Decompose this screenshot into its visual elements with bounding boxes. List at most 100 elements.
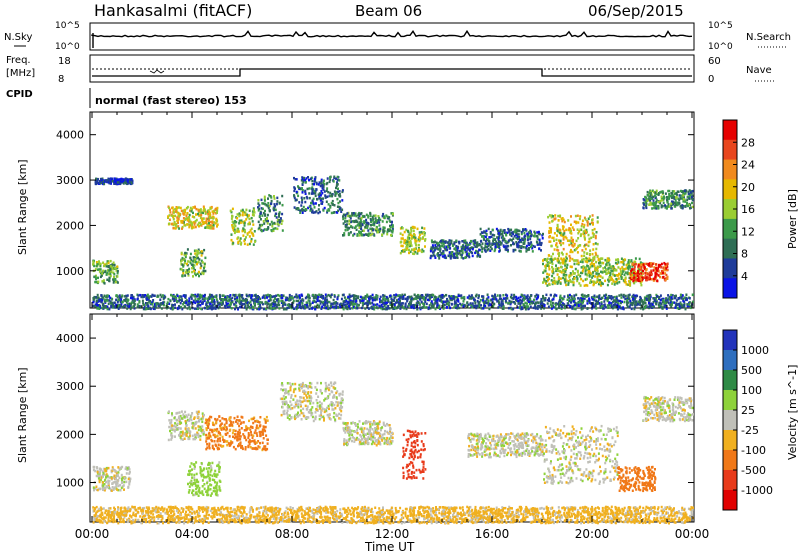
range-gate-cell <box>627 301 630 304</box>
range-gate-cell <box>670 202 673 205</box>
range-gate-cell <box>669 297 672 301</box>
range-gate-cell <box>292 301 295 304</box>
range-gate-cell <box>439 253 442 257</box>
range-gate-cell <box>208 219 210 222</box>
range-gate-cell <box>625 263 628 267</box>
range-gate-cell <box>313 206 316 209</box>
range-gate-cell <box>435 246 438 250</box>
range-gate-cell <box>146 301 149 305</box>
range-gate-cell <box>632 271 635 275</box>
range-gate-cell <box>591 259 593 262</box>
range-gate-cell <box>216 302 219 305</box>
range-gate-cell <box>116 182 119 186</box>
range-gate-cell <box>643 296 646 299</box>
range-gate-cell <box>567 219 570 222</box>
range-gate-cell <box>450 242 453 245</box>
range-gate-cell <box>659 199 662 203</box>
range-gate-cell <box>551 274 554 278</box>
range-gate-cell <box>220 303 223 307</box>
range-gate-cell <box>660 266 663 269</box>
range-gate-cell <box>443 254 446 257</box>
range-gate-cell <box>168 302 171 305</box>
range-gate-cell <box>209 224 212 227</box>
range-gate-cell <box>107 261 110 265</box>
range-gate-cell <box>255 295 258 299</box>
range-gate-cell <box>550 227 553 230</box>
range-gate-cell <box>578 282 581 285</box>
range-gate-cell <box>248 305 251 309</box>
range-gate-cell <box>360 230 362 234</box>
range-gate-cell <box>414 303 417 307</box>
range-gate-cell <box>681 204 684 207</box>
range-gate-cell <box>333 295 336 298</box>
range-gate-cell <box>459 249 462 253</box>
range-gate-cell <box>346 228 349 232</box>
range-gate-cell <box>181 225 184 229</box>
range-gate-cell <box>229 303 232 307</box>
range-gate-cell <box>417 249 420 253</box>
range-gate-cell <box>329 204 332 208</box>
range-gate-cell <box>313 295 316 298</box>
range-gate-cell <box>421 232 424 235</box>
range-gate-cell <box>503 229 506 232</box>
range-gate-cell <box>371 228 374 232</box>
range-gate-cell <box>583 232 586 235</box>
range-gate-cell <box>159 303 162 306</box>
range-gate-cell <box>211 210 214 213</box>
range-gate-cell <box>193 269 196 273</box>
range-gate-cell <box>441 293 444 297</box>
range-gate-cell <box>304 200 307 204</box>
range-gate-cell <box>116 295 119 299</box>
range-gate-cell <box>405 242 408 246</box>
range-gate-cell <box>124 179 127 182</box>
range-gate-cell <box>231 226 234 230</box>
range-gate-cell <box>595 260 598 264</box>
range-gate-cell <box>382 212 385 216</box>
range-gate-cell <box>105 180 108 183</box>
range-gate-cell <box>584 238 586 241</box>
range-gate-cell <box>556 227 558 230</box>
range-gate-cell <box>478 248 481 252</box>
range-gate-cell <box>682 200 685 203</box>
range-gate-cell <box>502 236 505 240</box>
range-gate-cell <box>553 293 556 297</box>
range-gate-cell <box>112 271 115 274</box>
range-gate-cell <box>180 251 183 255</box>
range-gate-cell <box>556 223 559 227</box>
range-gate-cell <box>613 274 616 277</box>
range-gate-cell <box>227 305 229 308</box>
range-gate-cell <box>650 264 653 267</box>
range-gate-cell <box>609 273 612 276</box>
range-gate-cell <box>492 237 495 240</box>
range-gate-cell <box>660 190 663 194</box>
range-gate-cell <box>437 254 440 257</box>
range-gate-cell <box>520 245 523 248</box>
range-gate-cell <box>365 223 368 227</box>
range-gate-cell <box>430 254 433 258</box>
range-gate-cell <box>427 307 430 311</box>
range-gate-cell <box>502 229 505 232</box>
range-gate-cell <box>154 305 157 308</box>
range-gate-cell <box>399 232 402 235</box>
range-gate-cell <box>560 257 563 260</box>
range-gate-cell <box>429 248 432 251</box>
range-gate-cell <box>666 277 669 280</box>
range-gate-cell <box>590 280 593 284</box>
range-gate-cell <box>381 214 384 218</box>
range-gate-cell <box>331 194 334 198</box>
range-gate-cell <box>203 266 205 270</box>
range-gate-cell <box>353 232 356 236</box>
range-gate-cell <box>432 241 435 244</box>
range-gate-cell <box>321 183 324 187</box>
range-gate-cell <box>523 237 526 241</box>
range-gate-cell <box>636 274 639 278</box>
range-gate-cell <box>443 241 446 244</box>
range-gate-cell <box>407 234 410 237</box>
range-gate-cell <box>588 297 591 300</box>
range-gate-cell <box>274 227 277 230</box>
range-gate-cell <box>508 299 511 303</box>
range-gate-cell <box>615 300 618 303</box>
range-gate-cell <box>461 249 464 252</box>
range-gate-cell <box>193 249 196 252</box>
range-gate-cell <box>485 242 488 245</box>
